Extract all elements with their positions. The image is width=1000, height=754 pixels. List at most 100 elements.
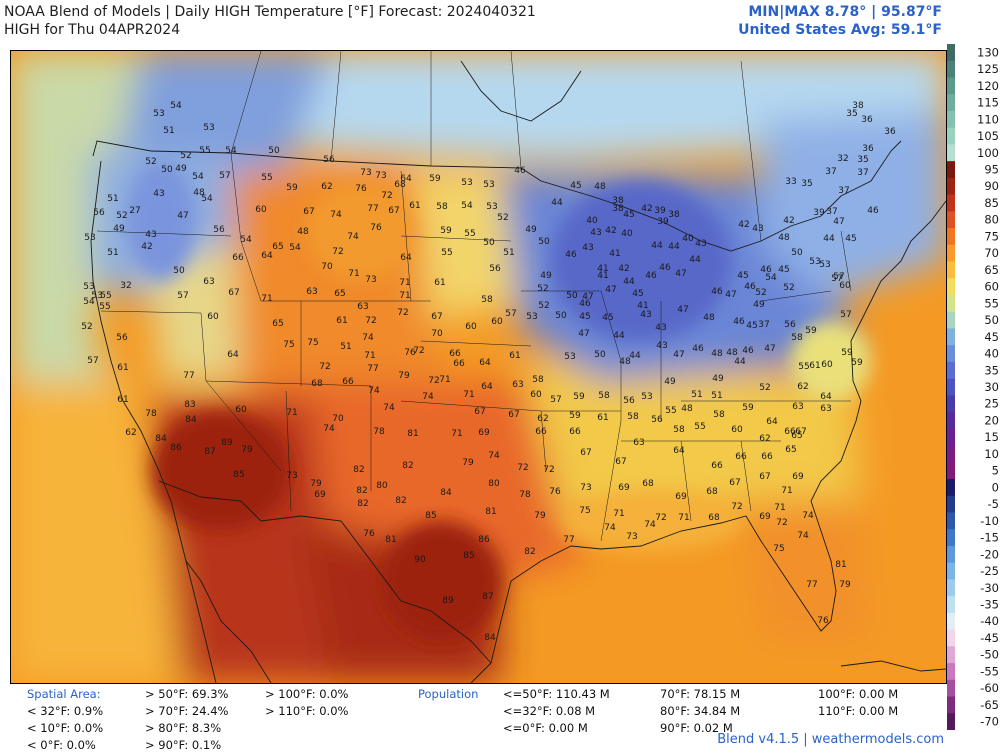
colorbar-swatch (947, 361, 955, 380)
state-line-new-england (840, 230, 852, 292)
temperature-label: 74 (368, 386, 380, 396)
temperature-label: 38 (668, 210, 680, 220)
temperature-label: 61 (336, 316, 347, 326)
temperature-label: 82 (402, 461, 413, 471)
temperature-label: 54 (201, 194, 213, 204)
temperature-label: 53 (91, 291, 102, 301)
state-line-id-mt (230, 152, 262, 302)
gulf-coastline (490, 400, 862, 664)
temperature-label: 38 (612, 196, 624, 206)
colorbar-label: -40 (980, 614, 999, 628)
temperature-label: 84 (185, 415, 197, 425)
temperature-label: 60 (491, 317, 503, 327)
temperature-label: 55 (694, 422, 705, 432)
temperature-label: 52 (145, 157, 156, 167)
temperature-label: 38 (612, 204, 624, 214)
temperature-label: 42 (641, 204, 652, 214)
colorbar-swatch (947, 428, 955, 447)
temperature-label: 71 (348, 269, 359, 279)
temperature-label: 68 (394, 180, 406, 190)
temperature-label: 45 (632, 289, 643, 299)
temperature-label: 89 (221, 438, 233, 448)
northern-rockies-warm (306, 181, 416, 281)
temperature-label: 70 (332, 414, 344, 424)
colorbar-label: -20 (980, 547, 999, 561)
temperature-label: 62 (759, 434, 770, 444)
temperature-label: 41 (637, 301, 648, 311)
temperature-label: 44 (623, 277, 635, 287)
temperature-label: 61 (809, 361, 820, 371)
temperature-label: 80 (488, 479, 500, 489)
temperature-label: 60 (235, 405, 247, 415)
state-line-ga-sc (740, 440, 752, 512)
temperature-label: 37 (838, 186, 849, 196)
temperature-label: 56 (651, 415, 663, 425)
temperature-label: 35 (846, 109, 857, 119)
colorbar-swatch (947, 679, 955, 698)
temperature-label: 52 (116, 211, 127, 221)
temperature-label: 83 (184, 400, 195, 410)
temperature-label: 32 (120, 281, 131, 291)
temperature-label: 44 (651, 241, 663, 251)
colorbar-swatch (947, 294, 955, 313)
temperature-label: 59 (841, 348, 853, 358)
population-stat: 100°F: 0.00 M (818, 687, 899, 701)
temperature-label: 49 (175, 164, 187, 174)
temperature-label: 58 (627, 412, 639, 422)
temperature-label: 49 (525, 225, 537, 235)
temperature-label: 51 (107, 248, 118, 258)
temperature-label: 53 (526, 312, 537, 322)
colorbar-label: 40 (984, 347, 999, 361)
temperature-label: 48 (297, 227, 309, 237)
temperature-label: 69 (618, 483, 630, 493)
temperature-label: 73 (375, 171, 386, 181)
temperature-label: 67 (580, 448, 591, 458)
temperature-label: 74 (347, 232, 359, 242)
colorbar-label: -50 (980, 648, 999, 662)
temperature-label: 65 (791, 431, 802, 441)
temperature-label: 85 (233, 470, 244, 480)
colorbar-swatch (947, 345, 955, 363)
temperature-label: 72 (332, 247, 343, 257)
temperature-label: 74 (330, 210, 342, 220)
temperature-label: 74 (362, 333, 374, 343)
temperature-label: 71 (286, 408, 297, 418)
colorbar-swatch (947, 579, 955, 597)
temperature-label: 73 (626, 532, 637, 542)
temperature-label: 57 (833, 272, 844, 282)
temperature-label: 66 (453, 359, 465, 369)
temperature-label: 67 (759, 472, 770, 482)
spatial-stat: < 0°F: 0.0% (27, 738, 96, 752)
temperature-label: 47 (177, 211, 188, 221)
temperature-label: 85 (425, 511, 436, 521)
temperature-label: 55 (100, 291, 111, 301)
temperature-label: 63 (357, 302, 368, 312)
temperature-label: 45 (570, 181, 581, 191)
temperature-label: 55 (99, 302, 110, 312)
population-title: Population (418, 687, 479, 701)
temperature-label: 43 (655, 323, 666, 333)
colorbar-label: 0 (992, 480, 999, 494)
colorbar-swatch (947, 261, 955, 279)
temperature-label: 63 (512, 380, 523, 390)
colorbar-swatch (947, 228, 955, 246)
colorbar-swatch (947, 646, 955, 664)
temperature-label: 85 (463, 551, 474, 561)
colorbar-label: 30 (984, 380, 999, 394)
temperature-label: 62 (321, 182, 332, 192)
temperature-label: 46 (579, 299, 591, 309)
temperature-label: 42 (618, 264, 629, 274)
temperature-label: 59 (742, 403, 754, 413)
temperature-label: 45 (778, 265, 789, 275)
colorbar-label: 115 (977, 96, 999, 110)
temperature-label: 27 (129, 206, 140, 216)
temperature-label: 43 (582, 243, 593, 253)
state-lines (96, 51, 852, 542)
temperature-label: 48 (594, 182, 606, 192)
temperature-label: 47 (833, 217, 844, 227)
canada-north-field (141, 51, 946, 161)
temperature-label: 74 (422, 392, 434, 402)
temperature-label: 68 (311, 379, 323, 389)
temperature-label: 46 (867, 206, 879, 216)
temperature-label: 76 (549, 487, 561, 497)
